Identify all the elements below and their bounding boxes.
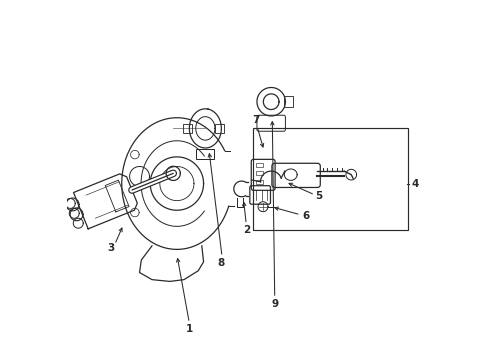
Text: 4: 4 [410,179,418,189]
Bar [183,124,191,133]
Text: 6: 6 [302,211,309,221]
Bar [256,163,262,167]
Text: 2: 2 [242,225,249,235]
Bar [256,171,262,175]
Bar [215,124,224,133]
Text: 1: 1 [185,324,193,334]
Text: 5: 5 [315,191,322,201]
Text: 3: 3 [107,243,115,253]
Bar [256,180,262,184]
Text: 7: 7 [252,115,260,125]
Text: 8: 8 [217,257,224,267]
Text: 9: 9 [271,299,278,309]
Bar [283,96,292,107]
Bar [196,149,214,159]
Bar [253,129,407,230]
